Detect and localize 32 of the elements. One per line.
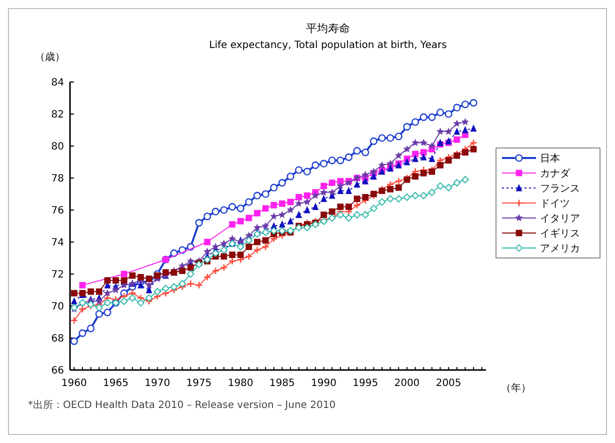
chart-title: 平均寿命: [306, 22, 350, 35]
y-tick-label: 72: [51, 270, 64, 280]
x-tick-label: 1960: [61, 378, 87, 389]
x-tick-label: 1980: [228, 378, 254, 389]
y-tick-label: 74: [51, 238, 64, 248]
y-tick-label: 78: [51, 174, 64, 184]
legend-label: ドイツ: [540, 198, 570, 210]
y-tick-label: 82: [51, 110, 64, 120]
legend-label: 日本: [540, 152, 560, 164]
y-tick-label: 84: [51, 78, 64, 88]
x-tick-label: 1990: [311, 378, 336, 389]
legend-label: フランス: [540, 184, 580, 194]
x-axis-title: （年）: [501, 382, 531, 394]
x-tick-label: 1970: [144, 378, 170, 389]
legend-label: イタリア: [540, 214, 580, 224]
y-tick-label: 70: [51, 302, 64, 312]
x-tick-label: 1975: [186, 378, 212, 389]
y-tick-label: 80: [51, 142, 64, 152]
legend-label: アメリカ: [540, 244, 580, 254]
x-tick-label: 2005: [436, 378, 462, 389]
text: *出所：OECD Health Data 2010 – Release version – June 2010: [28, 399, 336, 411]
legend-label: カナダ: [540, 168, 571, 180]
chart-subtitle: Life expectancy, Total population at birth, Years: [209, 40, 447, 51]
y-axis-title: （歳）: [35, 51, 65, 63]
legend-label: イギリス: [540, 228, 580, 240]
x-tick-label: 1995: [352, 378, 378, 389]
y-tick-label: 66: [51, 366, 64, 376]
x-tick-label: 1965: [103, 378, 128, 389]
y-tick-label: 76: [51, 206, 64, 216]
x-tick-label: 1985: [269, 378, 295, 389]
x-tick-label: 2000: [394, 378, 420, 389]
y-tick-label: 68: [51, 334, 64, 344]
